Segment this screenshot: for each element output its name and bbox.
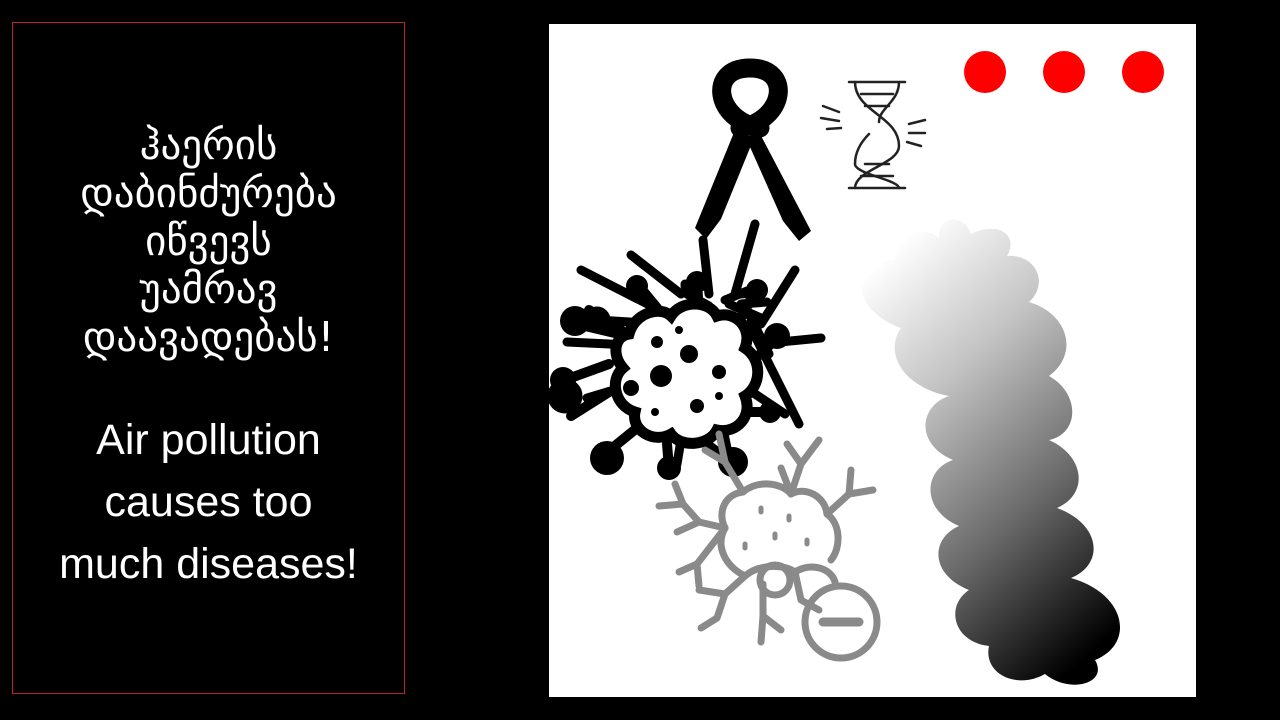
- georgian-line-2: დაბინძურება: [80, 169, 337, 217]
- english-line-2: causes too: [104, 478, 313, 526]
- text-panel: ჰაერის დაბინძურება იწვევს უამრავ დაავადე…: [12, 22, 405, 694]
- georgian-line-3: იწვევს: [145, 217, 272, 265]
- red-dot: [1043, 51, 1085, 93]
- georgian-line-5: დაავადებას!: [82, 313, 335, 361]
- smoke-cloud: [862, 219, 1120, 685]
- virus-body: [550, 271, 790, 480]
- cancer-ribbon-icon: [695, 58, 811, 241]
- english-line-1: Air pollution: [96, 416, 321, 464]
- georgian-line-4: უამრავ: [139, 265, 278, 313]
- dna-icon: [819, 80, 927, 190]
- english-line-3: much diseases!: [59, 540, 358, 588]
- illustration-panel: [549, 24, 1196, 697]
- red-dot: [964, 51, 1006, 93]
- red-dots: [964, 51, 1164, 93]
- red-dot: [1122, 51, 1164, 93]
- illustration-svg: [549, 51, 1164, 685]
- neuron-icon: [655, 430, 881, 662]
- georgian-line-1: ჰაერის: [139, 121, 278, 169]
